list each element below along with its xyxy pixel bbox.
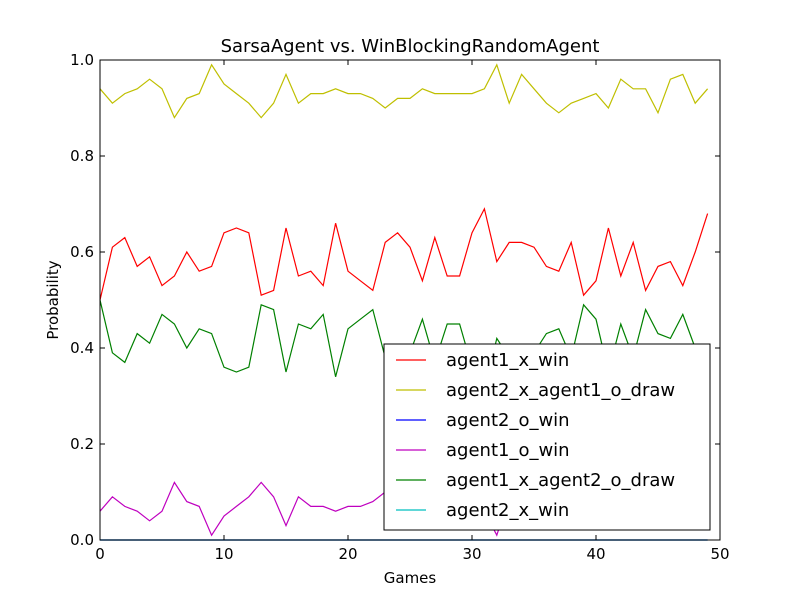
y-tick-label: 0.4 <box>70 339 94 357</box>
y-tick-label: 0.0 <box>70 531 94 549</box>
legend-label-agent2_x_agent1_o_draw: agent2_x_agent1_o_draw <box>446 380 675 401</box>
x-tick-label: 40 <box>586 545 605 563</box>
legend-label-agent2_x_win: agent2_x_win <box>446 500 569 521</box>
legend-label-agent1_x_win: agent1_x_win <box>446 350 569 371</box>
x-tick-label: 20 <box>338 545 357 563</box>
y-tick-label: 0.6 <box>70 243 94 261</box>
plot-frame <box>99 59 721 541</box>
legend-label-agent1_x_agent2_o_draw: agent1_x_agent2_o_draw <box>446 470 675 491</box>
legend: agent1_x_win agent2_x_agent1_o_draw agent2… <box>383 343 711 531</box>
series-line-agent1_x_win <box>99 207 709 301</box>
legend-label-agent1_o_win: agent1_o_win <box>446 440 570 461</box>
x-tick-label: 50 <box>710 545 729 563</box>
y-tick-label: 0.8 <box>70 147 94 165</box>
x-tick-label: 10 <box>214 545 233 563</box>
legend-label-agent2_o_win: agent2_o_win <box>446 410 570 431</box>
x-axis-title: Games <box>384 569 437 587</box>
y-tick-label: 0.2 <box>70 435 94 453</box>
series-line-agent2_x_agent1_o_draw <box>99 63 709 119</box>
y-tick-label: 1.0 <box>70 51 94 69</box>
y-axis: 0.0 0.2 0.4 0.6 0.8 1.0 <box>70 51 720 549</box>
x-axis: 0 10 20 30 40 50 <box>95 60 730 563</box>
y-axis-title: Probability <box>44 260 62 339</box>
x-tick-label: 0 <box>95 545 105 563</box>
x-tick-label: 30 <box>462 545 481 563</box>
legend-box <box>383 343 711 531</box>
chart-title: SarsaAgent vs. WinBlockingRandomAgent <box>221 36 600 57</box>
